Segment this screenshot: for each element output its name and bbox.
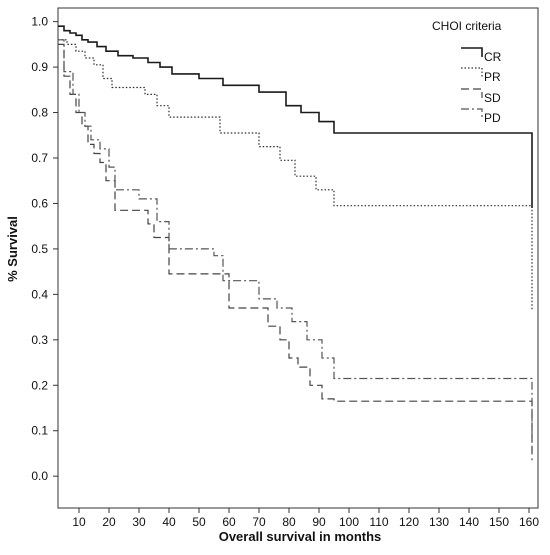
y-tick-label: 0.1 (31, 424, 48, 438)
y-tick-label: 1.0 (31, 15, 48, 29)
y-tick-label: 0.7 (31, 151, 48, 165)
legend-label-pr: PR (484, 70, 501, 84)
x-tick-label: 30 (132, 515, 146, 529)
x-tick-label: 60 (222, 515, 236, 529)
x-tick-label: 110 (369, 515, 388, 529)
x-tick-label: 10 (72, 515, 86, 529)
y-tick-label: 0.4 (31, 287, 48, 301)
legend-label-pd: PD (484, 111, 501, 125)
x-tick-label: 130 (429, 515, 449, 529)
y-tick-label: 0.0 (31, 469, 48, 483)
series-line-cr (58, 25, 533, 208)
y-tick-label: 0.8 (31, 106, 48, 120)
x-tick-label: 140 (459, 515, 479, 529)
x-tick-label: 150 (489, 515, 509, 529)
x-tick-label: 160 (519, 515, 539, 529)
legend-label-sd: SD (484, 91, 501, 105)
legend-swatch-sd (461, 88, 483, 98)
plot-frame (57, 7, 539, 509)
y-tick-label: 0.5 (31, 242, 48, 256)
series-line-pr (58, 39, 533, 311)
y-tick-label: 0.6 (31, 196, 48, 210)
legend-title: CHOI criteria (432, 19, 502, 33)
legend-swatch-pd (461, 108, 483, 118)
x-tick-label: 70 (252, 515, 266, 529)
series-line-pd (58, 39, 533, 452)
x-tick-label: 90 (312, 515, 326, 529)
x-tick-label: 50 (192, 515, 206, 529)
x-tick-label: 100 (339, 515, 359, 529)
legend-swatch-cr (461, 47, 483, 57)
y-tick-label: 0.2 (31, 378, 48, 392)
y-tick-label: 0.3 (31, 333, 48, 347)
y-tick-label: 0.9 (31, 60, 48, 74)
legend-swatch-pr (461, 67, 483, 77)
x-tick-label: 20 (102, 515, 116, 529)
legend-label-cr: CR (484, 50, 502, 64)
y-axis-title: % Survival (5, 216, 20, 282)
x-tick-label: 40 (162, 515, 176, 529)
x-tick-label: 80 (282, 515, 296, 529)
x-tick-label: 120 (399, 515, 419, 529)
series-line-sd (58, 43, 533, 461)
x-axis-title: Overall survival in months (219, 529, 382, 544)
